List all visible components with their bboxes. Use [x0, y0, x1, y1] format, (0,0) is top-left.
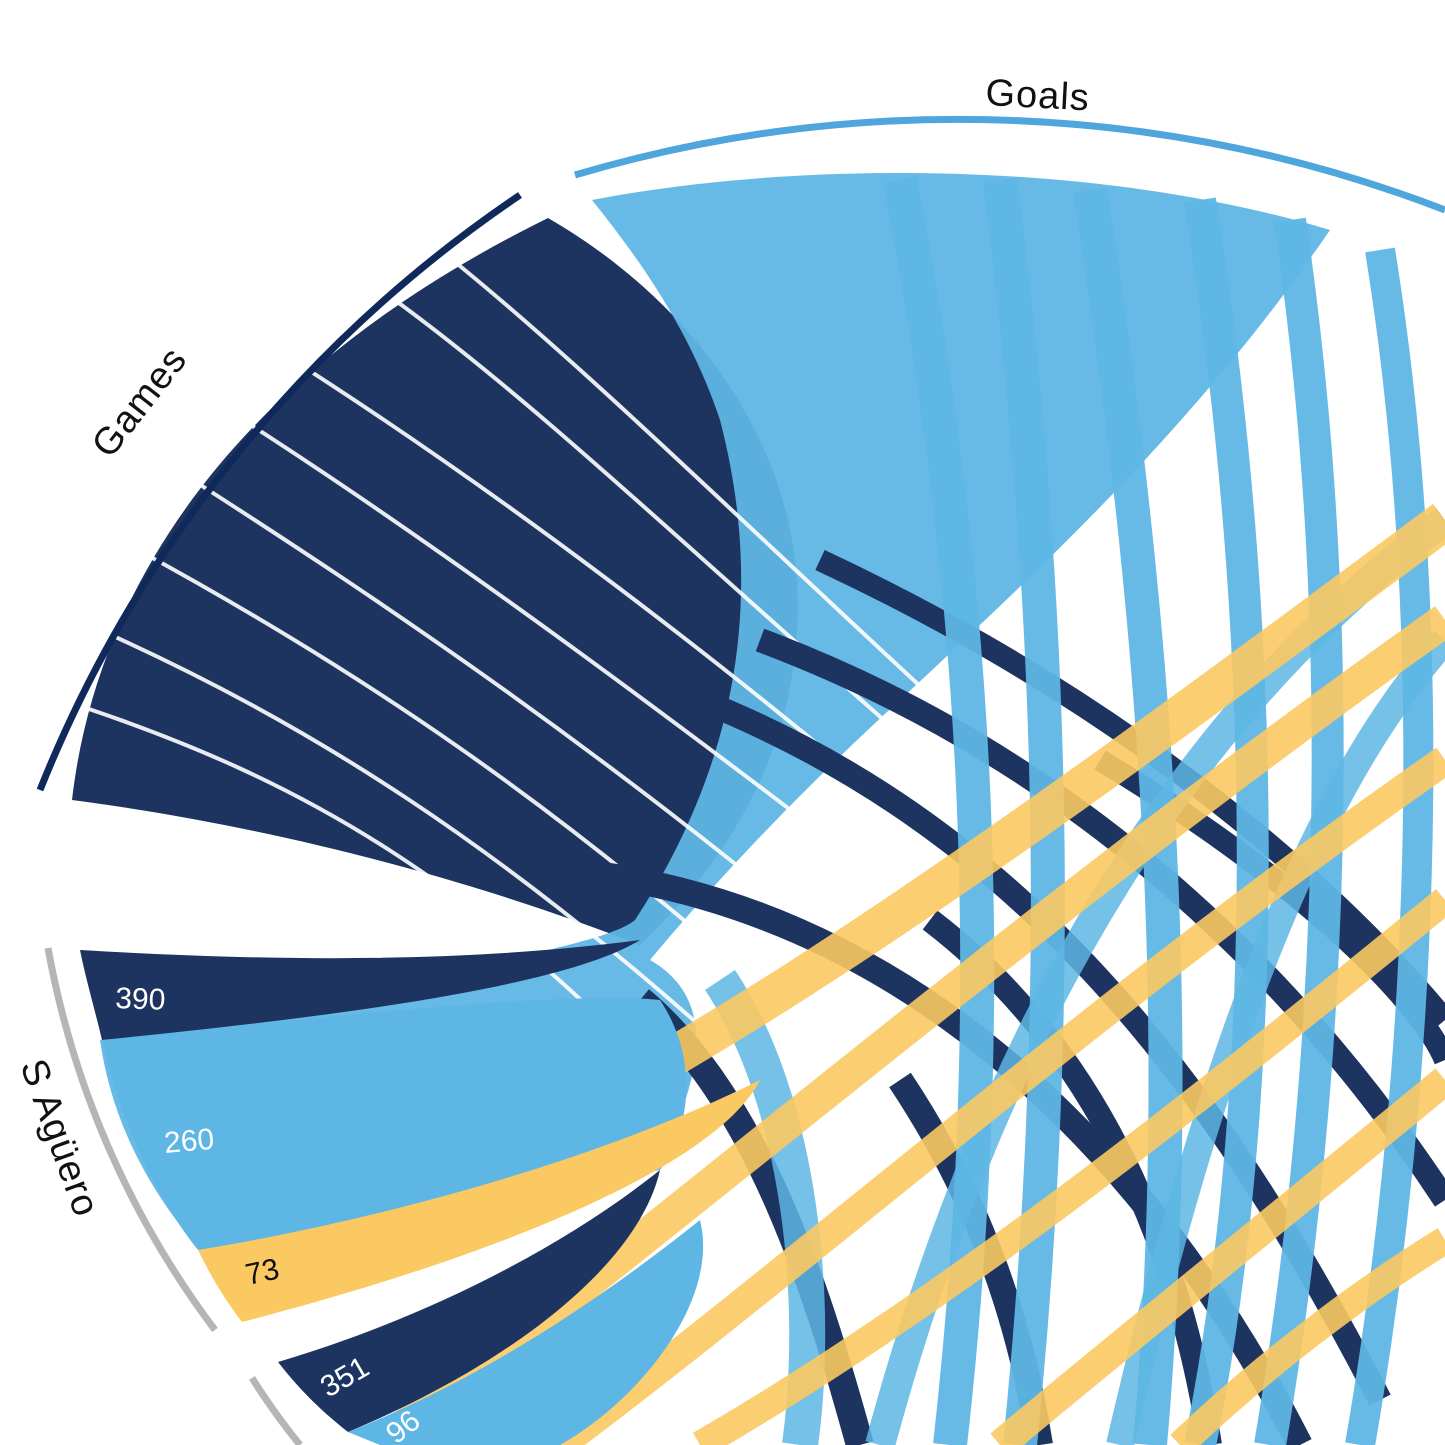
ribbon-gap-5: [183, 473, 902, 1002]
player-arc-2: [249, 1376, 303, 1445]
segment-player2-goals: [348, 1220, 704, 1445]
player-arc-s-aguero: [44, 947, 218, 1333]
ribbon-gap-4: [238, 416, 962, 942]
value-label-assists-player-1: 73: [243, 1253, 283, 1292]
segment-player1-assists: [198, 1080, 760, 1322]
ribbon-22: [990, 1068, 1445, 1445]
value-label-goals-player-1: 260: [163, 1123, 216, 1160]
ribbon-gap-6: [137, 548, 822, 1042]
goals-group-arc: [574, 115, 1445, 214]
ribbon-gap-2: [390, 296, 1002, 822]
ribbon-10: [983, 177, 1065, 1445]
ribbon-21: [692, 889, 1445, 1445]
segments: [80, 940, 760, 1445]
ribbon-20: [550, 747, 1445, 1445]
ribbon-23: [1170, 1228, 1445, 1445]
goals-label: Goals: [985, 72, 1091, 119]
ribbon-13: [1254, 217, 1344, 1445]
ribbon-gap-7: [99, 628, 762, 1082]
games-player1-ribbon: [72, 218, 798, 945]
ribbon-gap-1: [453, 260, 1002, 762]
games-label: Games: [84, 339, 196, 465]
player-label-s-aguero: S Agüero: [12, 1054, 108, 1223]
ribbon-9: [883, 176, 995, 1445]
segment-player2-games: [278, 1170, 660, 1432]
value-label-games-player-1: 390: [115, 982, 166, 1017]
games-group-arc: [36, 192, 522, 792]
segment-player1-games: [80, 940, 640, 1040]
